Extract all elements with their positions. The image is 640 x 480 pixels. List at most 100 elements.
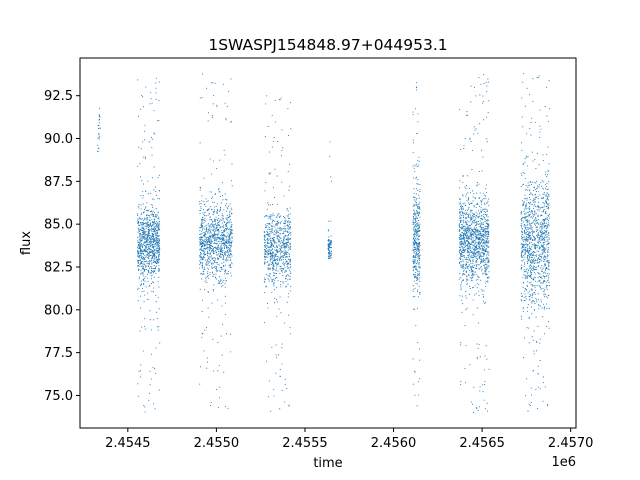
data-point xyxy=(460,251,463,253)
data-point xyxy=(199,97,201,99)
data-point xyxy=(208,225,210,227)
data-point xyxy=(209,246,211,248)
data-point xyxy=(542,154,544,156)
data-point xyxy=(412,142,415,144)
data-point xyxy=(222,231,224,233)
data-point xyxy=(464,231,466,233)
data-point xyxy=(231,226,233,228)
data-point xyxy=(272,278,274,280)
data-point xyxy=(288,263,290,265)
data-point xyxy=(214,233,216,235)
data-point xyxy=(267,267,269,269)
data-point xyxy=(485,198,487,200)
data-point xyxy=(203,228,205,230)
data-point xyxy=(224,283,226,285)
data-point xyxy=(484,243,486,245)
data-point xyxy=(224,405,227,407)
data-point xyxy=(532,220,535,222)
data-point xyxy=(476,307,478,309)
data-point xyxy=(525,271,527,273)
data-point xyxy=(483,266,485,268)
data-point xyxy=(462,248,465,250)
data-point xyxy=(472,245,474,247)
data-point xyxy=(147,224,149,226)
data-point xyxy=(414,259,416,261)
data-point xyxy=(150,236,152,238)
data-point xyxy=(144,124,146,126)
data-point xyxy=(217,240,219,242)
data-point xyxy=(288,222,290,224)
data-point xyxy=(548,213,550,215)
data-point xyxy=(157,281,159,283)
data-point xyxy=(540,182,542,184)
data-point xyxy=(462,241,464,243)
data-point xyxy=(285,219,287,221)
data-point xyxy=(156,260,158,262)
data-point xyxy=(290,234,292,236)
data-point xyxy=(222,324,224,326)
data-point xyxy=(472,253,474,255)
data-point xyxy=(475,128,477,130)
data-point xyxy=(279,237,281,239)
data-point xyxy=(202,209,205,211)
data-point xyxy=(230,232,233,234)
data-point xyxy=(207,247,209,249)
data-point xyxy=(205,224,207,226)
data-point xyxy=(149,260,152,262)
data-point xyxy=(544,264,546,266)
data-point xyxy=(418,206,420,208)
data-point xyxy=(529,94,531,96)
data-point xyxy=(468,221,470,223)
data-point xyxy=(418,226,420,228)
data-point xyxy=(486,268,488,270)
data-point xyxy=(544,258,546,260)
data-point xyxy=(228,256,230,259)
data-point xyxy=(460,207,462,210)
data-point xyxy=(536,254,538,256)
data-point xyxy=(535,289,537,291)
data-point xyxy=(268,265,270,267)
data-point xyxy=(540,267,542,269)
data-point xyxy=(228,252,230,254)
data-point xyxy=(142,183,144,185)
data-point xyxy=(540,229,542,231)
data-point xyxy=(203,235,205,238)
data-point xyxy=(467,230,469,232)
data-point xyxy=(152,245,154,247)
data-point xyxy=(156,230,158,232)
data-point xyxy=(229,247,231,249)
data-point xyxy=(460,235,462,237)
data-point xyxy=(140,195,142,197)
data-point xyxy=(467,247,470,249)
data-point xyxy=(276,225,278,227)
data-point xyxy=(484,268,486,270)
data-point xyxy=(477,238,479,240)
data-point xyxy=(540,234,542,236)
data-point xyxy=(214,266,216,268)
data-point xyxy=(284,248,286,250)
data-point xyxy=(418,211,420,213)
data-point xyxy=(535,350,538,352)
data-point xyxy=(223,243,226,245)
data-point xyxy=(475,274,477,276)
data-point xyxy=(283,232,285,234)
data-point xyxy=(479,386,481,388)
data-point xyxy=(539,242,541,244)
data-point xyxy=(266,250,268,252)
data-point xyxy=(158,247,161,249)
data-point xyxy=(467,242,470,244)
data-point xyxy=(289,259,291,261)
data-point xyxy=(412,213,415,215)
data-point xyxy=(273,302,276,304)
data-point xyxy=(137,165,139,167)
data-point xyxy=(156,214,158,216)
data-point xyxy=(275,372,277,374)
data-point xyxy=(535,230,538,233)
data-point xyxy=(524,205,527,207)
data-point xyxy=(415,177,417,179)
data-point xyxy=(280,267,283,269)
data-point xyxy=(416,82,418,84)
data-point xyxy=(156,251,158,254)
data-point xyxy=(468,248,470,250)
data-point xyxy=(147,245,149,247)
